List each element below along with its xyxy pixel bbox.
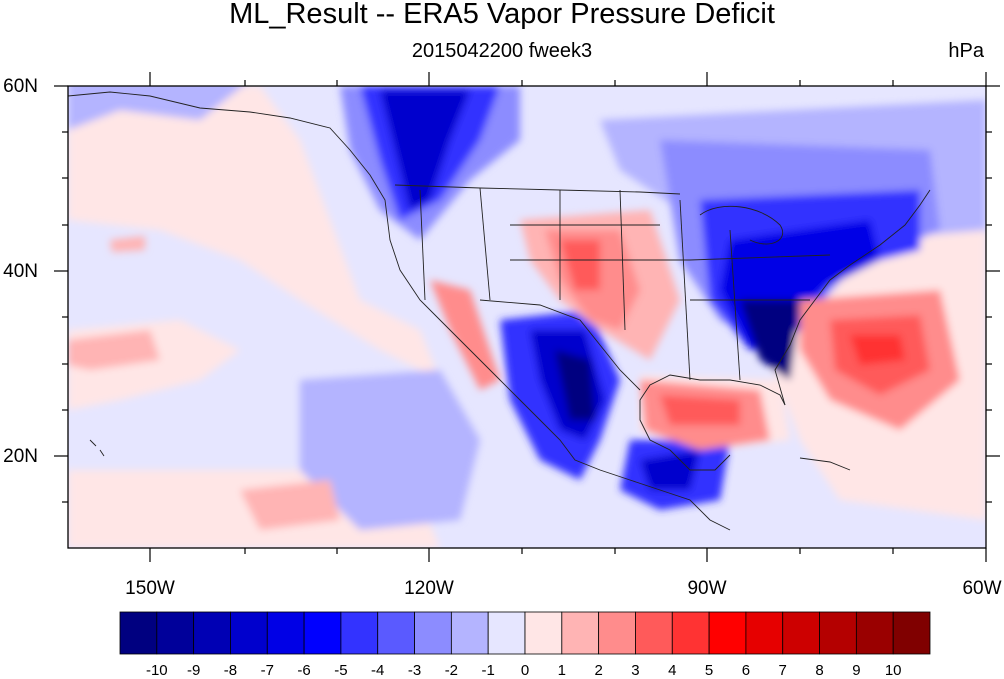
- lat-label-60n: 60N: [3, 76, 38, 97]
- colorbar-box: [524, 611, 563, 655]
- lon-label-120w: 120W: [404, 578, 454, 599]
- colorbar-box: [303, 611, 342, 655]
- colorbar-box: [635, 611, 673, 655]
- colorbar-label: -7: [260, 662, 274, 679]
- colorbar-label: 6: [741, 662, 751, 679]
- colorbar-box: [598, 611, 636, 655]
- colorbar-label: 0: [520, 662, 530, 679]
- colorbar-box: [671, 611, 710, 655]
- colorbar-box: [450, 611, 489, 655]
- colorbar-label: -10: [145, 662, 168, 679]
- colorbar-box: [230, 611, 268, 655]
- lat-label-40n: 40N: [3, 261, 38, 282]
- colorbar-box: [377, 611, 415, 655]
- colorbar-label: 2: [594, 662, 603, 679]
- colorbar-label: -4: [371, 662, 385, 679]
- map-panel: [68, 86, 986, 548]
- colorbar-box: [708, 611, 747, 655]
- map-title: ML_Result -- ERA5 Vapor Pressure Deficit: [229, 0, 775, 30]
- colorbar-box: [156, 611, 195, 655]
- colorbar-box: [266, 611, 305, 655]
- colorbar-box: [745, 611, 784, 655]
- colorbar-box: [193, 611, 231, 655]
- colorbar-label: -9: [186, 662, 201, 679]
- colorbar-label: 5: [704, 662, 714, 679]
- colorbar-box: [855, 611, 894, 655]
- colorbar-label: -1: [481, 662, 495, 679]
- colorbar-box: [119, 611, 158, 655]
- colorbar-label: -3: [407, 662, 422, 679]
- colorbar-label: 8: [815, 662, 824, 679]
- lat-label-20n: 20N: [3, 446, 38, 467]
- colorbar-label: 9: [852, 662, 861, 679]
- colorbar-box: [892, 611, 931, 655]
- colorbar-label: 10: [884, 662, 902, 679]
- colorbar-box: [782, 611, 820, 655]
- colorbar-box: [340, 611, 379, 655]
- colorbar-label: -5: [334, 662, 348, 679]
- colorbar-box: [414, 611, 452, 655]
- colorbar-label: -6: [297, 662, 311, 679]
- map-subtitle: 2015042200 fweek3: [411, 40, 593, 62]
- colorbar-label: 7: [778, 662, 787, 679]
- colorbar-label: 3: [631, 662, 640, 679]
- colorbar-box: [819, 611, 857, 655]
- colorbar-box: [487, 611, 526, 655]
- lon-label-90w: 90W: [687, 578, 727, 599]
- lon-label-150w: 150W: [125, 578, 175, 599]
- colorbar: [119, 611, 931, 655]
- lon-label-60w: 60W: [962, 578, 1002, 599]
- colorbar-label: -2: [444, 662, 459, 679]
- colorbar-label: 1: [557, 662, 566, 679]
- units-label: hPa: [948, 40, 984, 62]
- axis-ticks: [54, 72, 1000, 562]
- colorbar-label: 4: [668, 662, 677, 679]
- colorbar-box: [561, 611, 600, 655]
- colorbar-label: -8: [223, 662, 238, 679]
- coastlines: [68, 91, 931, 531]
